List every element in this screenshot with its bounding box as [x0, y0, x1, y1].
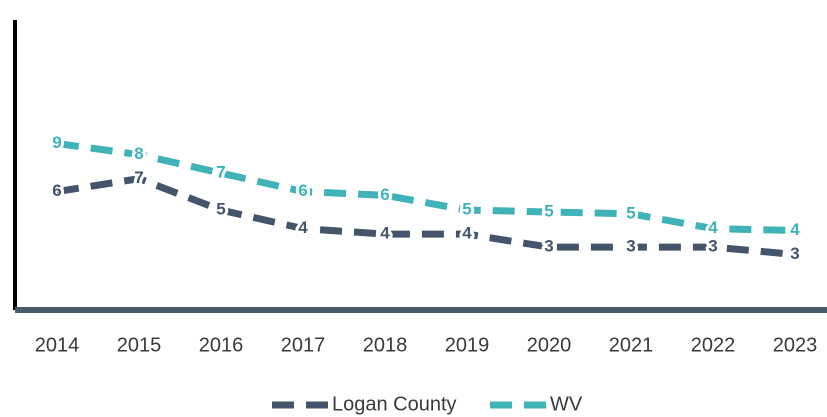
data-label: 6	[298, 181, 307, 200]
x-tick-label: 2017	[281, 334, 326, 356]
data-label: 3	[708, 237, 717, 256]
x-tick-label: 2015	[117, 334, 162, 356]
data-label: 4	[380, 224, 390, 243]
data-label: 3	[626, 237, 635, 256]
data-label: 5	[626, 203, 635, 222]
x-tick-label: 2016	[199, 334, 244, 356]
legend-label: WV	[550, 393, 583, 415]
data-label: 5	[462, 200, 471, 219]
data-label: 4	[790, 220, 800, 239]
x-tick-label: 2022	[691, 334, 736, 356]
data-label: 8	[134, 144, 143, 163]
data-label: 5	[216, 200, 225, 219]
data-label: 4	[708, 218, 718, 237]
data-label: 6	[52, 181, 61, 200]
data-label: 3	[790, 244, 799, 263]
data-label: 4	[298, 218, 308, 237]
x-tick-label: 2021	[609, 334, 654, 356]
data-label: 9	[52, 133, 61, 152]
x-tick-label: 2018	[363, 334, 408, 356]
series-line	[56, 175, 796, 258]
x-tick-label: 2014	[35, 334, 80, 356]
data-label: 5	[544, 201, 553, 220]
data-label: 6	[380, 185, 389, 204]
x-tick-label: 2023	[773, 334, 818, 356]
data-label: 7	[134, 168, 143, 187]
data-label: 3	[544, 237, 553, 256]
data-label: 7	[216, 163, 225, 182]
x-tick-label: 2020	[527, 334, 572, 356]
x-tick-label: 2019	[445, 334, 490, 356]
series-line	[56, 140, 796, 234]
data-label: 4	[462, 224, 472, 243]
legend-label: Logan County	[332, 393, 457, 415]
